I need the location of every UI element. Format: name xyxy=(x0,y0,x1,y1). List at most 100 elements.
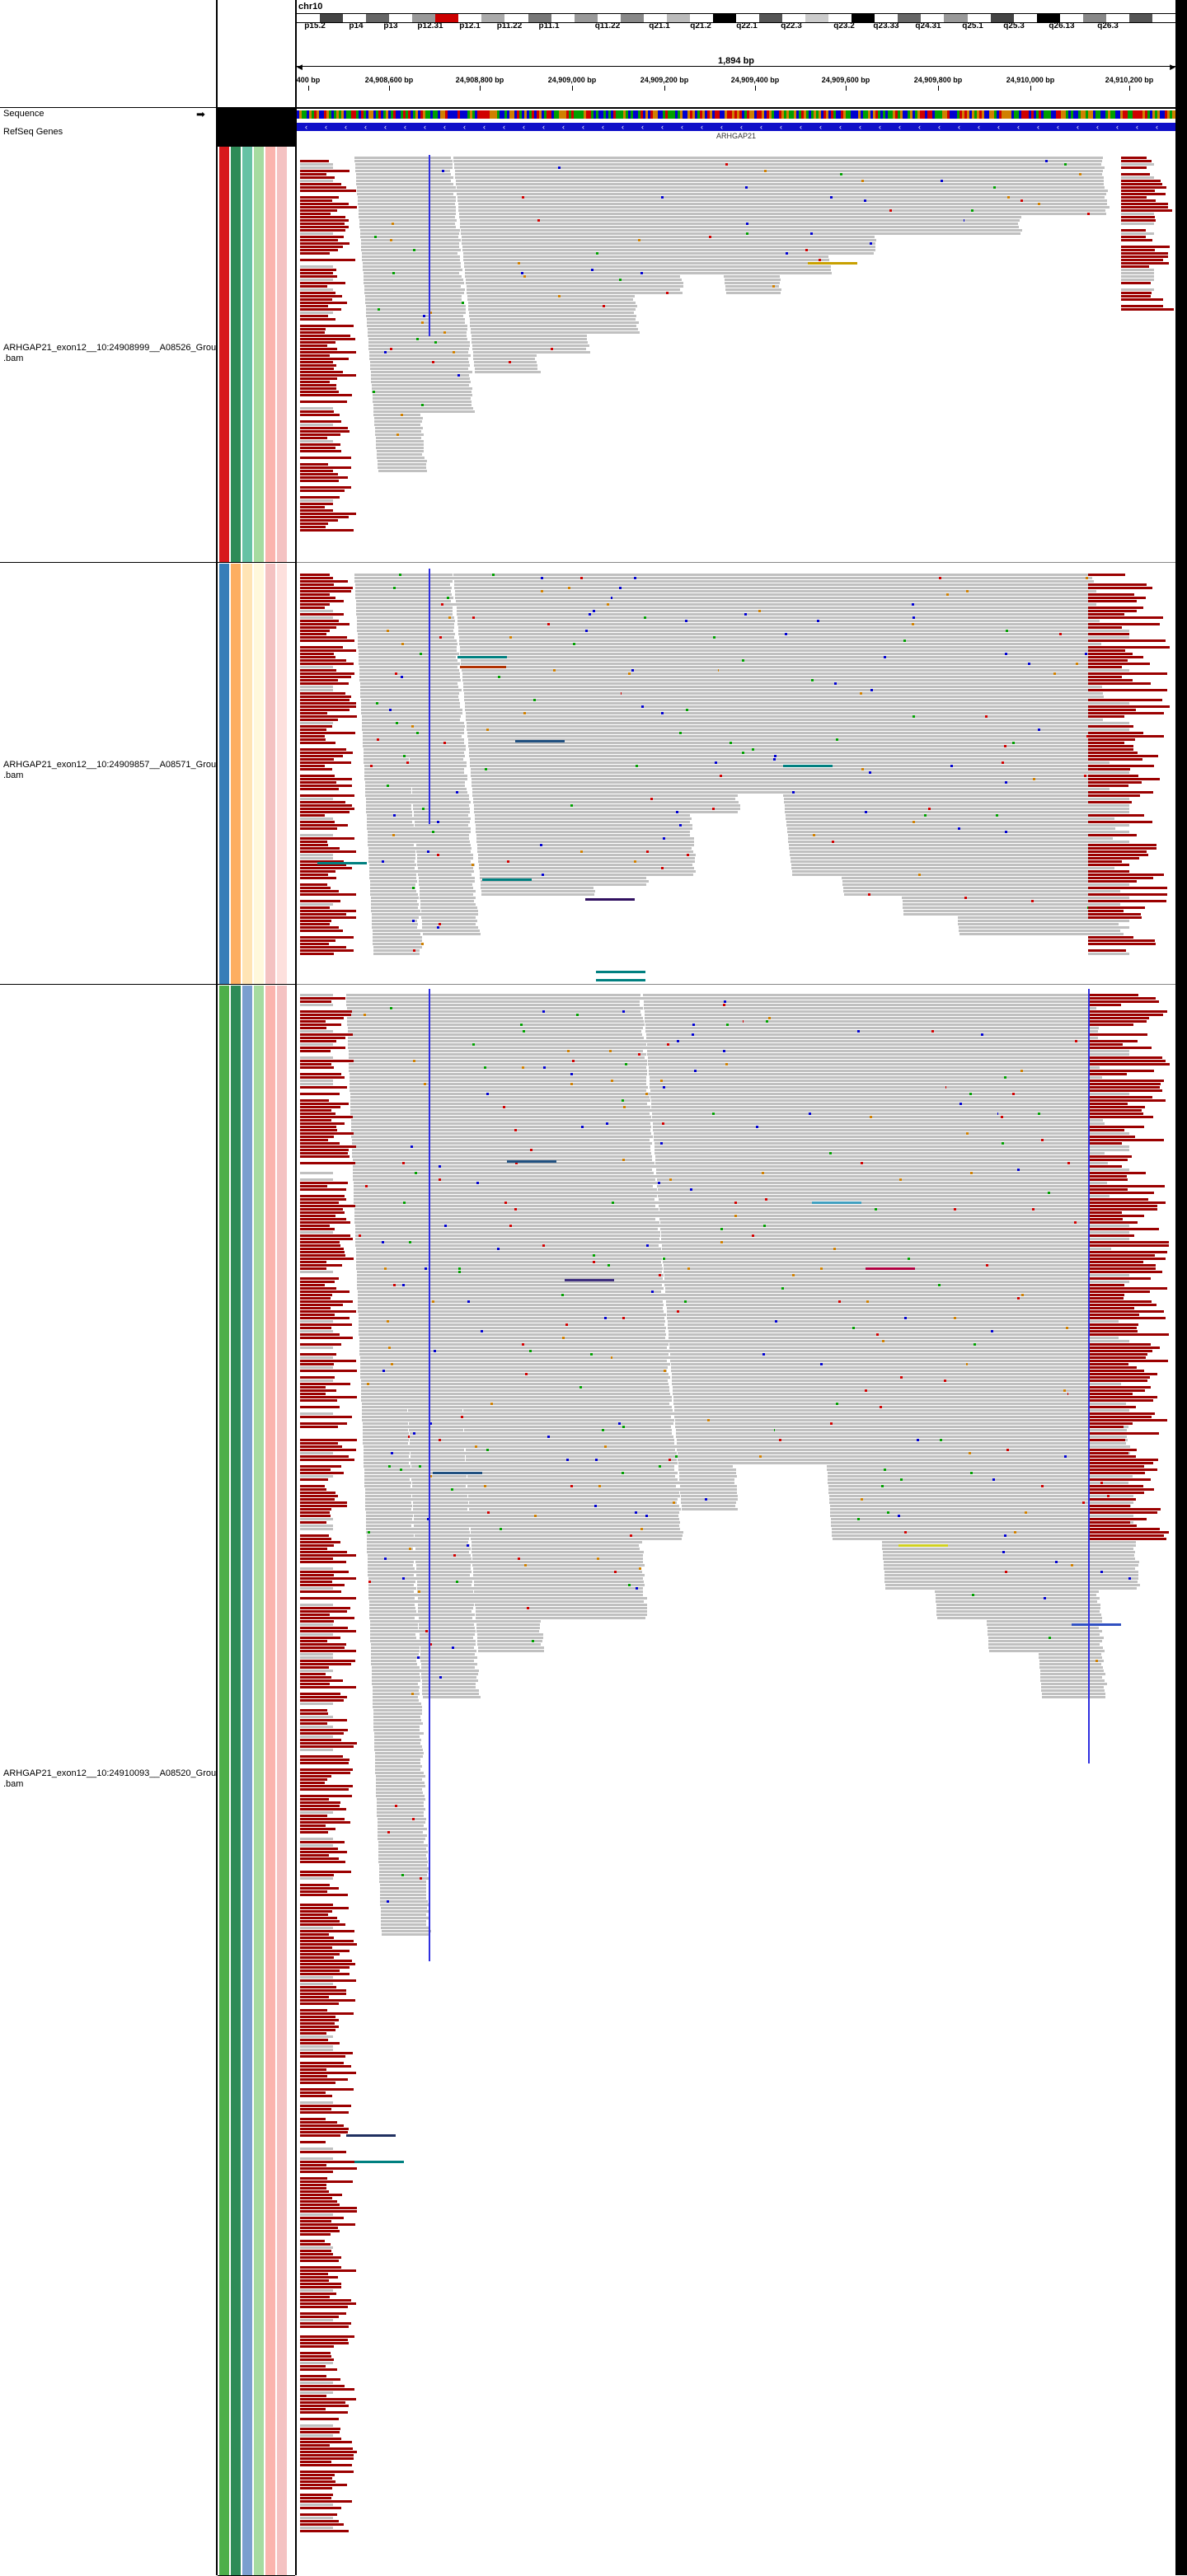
aligned-read[interactable] xyxy=(589,1033,642,1036)
aligned-read[interactable] xyxy=(474,364,537,367)
aligned-read[interactable] xyxy=(407,722,464,724)
aligned-read[interactable] xyxy=(373,400,418,403)
aligned-read[interactable] xyxy=(872,633,934,635)
aligned-read[interactable] xyxy=(401,1254,455,1257)
soft-clipped-read[interactable] xyxy=(300,758,334,761)
aligned-read[interactable] xyxy=(983,600,1049,602)
aligned-read[interactable] xyxy=(809,587,875,589)
aligned-read[interactable] xyxy=(858,163,914,166)
aligned-read[interactable] xyxy=(714,620,770,622)
aligned-read[interactable] xyxy=(365,1498,415,1501)
aligned-read[interactable] xyxy=(348,1040,395,1042)
soft-clipped-read[interactable] xyxy=(300,509,333,512)
aligned-read[interactable] xyxy=(720,1366,776,1369)
aligned-read[interactable] xyxy=(405,1347,459,1349)
aligned-read[interactable] xyxy=(361,709,409,711)
soft-clipped-read[interactable] xyxy=(1088,936,1133,939)
aligned-read[interactable] xyxy=(725,1436,779,1438)
aligned-read[interactable] xyxy=(622,692,678,695)
aligned-read[interactable] xyxy=(722,1386,779,1389)
aligned-read[interactable] xyxy=(923,577,989,579)
aligned-read[interactable] xyxy=(365,302,411,304)
aligned-read[interactable] xyxy=(422,923,476,925)
aligned-read[interactable] xyxy=(1088,926,1129,929)
aligned-read[interactable] xyxy=(616,1396,672,1398)
soft-clipped-read[interactable] xyxy=(1088,656,1143,658)
soft-clipped-read[interactable] xyxy=(300,906,330,909)
aligned-read[interactable] xyxy=(669,666,725,668)
aligned-read[interactable] xyxy=(711,1241,767,1244)
aligned-read[interactable] xyxy=(723,265,781,268)
aligned-read[interactable] xyxy=(411,1459,465,1461)
aligned-read[interactable] xyxy=(507,1323,569,1326)
aligned-read[interactable] xyxy=(720,692,778,695)
aligned-read[interactable] xyxy=(929,630,991,632)
aligned-read[interactable] xyxy=(612,597,666,599)
aligned-read[interactable] xyxy=(620,669,677,672)
aligned-read[interactable] xyxy=(815,639,878,642)
aligned-read[interactable] xyxy=(359,226,405,228)
aligned-read[interactable] xyxy=(1042,620,1100,622)
aligned-read[interactable] xyxy=(415,1554,471,1557)
aligned-read[interactable] xyxy=(373,1709,422,1712)
aligned-read[interactable] xyxy=(717,222,773,225)
aligned-read[interactable] xyxy=(823,712,888,714)
aligned-read[interactable] xyxy=(654,1132,711,1135)
aligned-read[interactable] xyxy=(598,1162,654,1164)
aligned-read[interactable] xyxy=(364,771,412,774)
aligned-read[interactable] xyxy=(997,752,1059,754)
aligned-read[interactable] xyxy=(700,1093,754,1095)
aligned-read[interactable] xyxy=(725,732,779,734)
aligned-read[interactable] xyxy=(1088,669,1129,672)
aligned-read[interactable] xyxy=(373,410,420,413)
aligned-read[interactable] xyxy=(666,643,720,645)
aligned-read[interactable] xyxy=(617,1426,671,1428)
aligned-read[interactable] xyxy=(581,1594,643,1596)
aligned-read[interactable] xyxy=(368,834,415,836)
aligned-read[interactable] xyxy=(1041,603,1096,606)
aligned-read[interactable] xyxy=(361,1379,406,1382)
aligned-read[interactable] xyxy=(404,682,457,685)
aligned-read[interactable] xyxy=(408,1412,465,1415)
soft-clipped-read[interactable] xyxy=(300,506,325,508)
aligned-read[interactable] xyxy=(827,745,889,747)
aligned-read[interactable] xyxy=(724,1416,781,1418)
soft-clipped-read[interactable] xyxy=(1121,180,1161,182)
aligned-read[interactable] xyxy=(300,180,333,182)
aligned-read[interactable] xyxy=(716,213,771,215)
aligned-read[interactable] xyxy=(859,170,914,172)
aligned-read[interactable] xyxy=(866,226,921,228)
aligned-read[interactable] xyxy=(615,1393,670,1395)
soft-clipped-read[interactable] xyxy=(300,946,346,948)
aligned-read[interactable] xyxy=(398,607,453,609)
aligned-read[interactable] xyxy=(368,1571,417,1573)
aligned-read[interactable] xyxy=(567,722,631,724)
aligned-read[interactable] xyxy=(401,653,459,655)
aligned-read[interactable] xyxy=(361,246,410,248)
aligned-read[interactable] xyxy=(575,794,638,797)
aligned-read[interactable] xyxy=(392,1083,445,1085)
aligned-read[interactable] xyxy=(631,785,685,787)
aligned-read[interactable] xyxy=(636,841,694,843)
aligned-read[interactable] xyxy=(477,1643,541,1646)
aligned-read[interactable] xyxy=(647,1053,701,1056)
aligned-read[interactable] xyxy=(523,1584,586,1586)
aligned-read[interactable] xyxy=(355,590,402,592)
aligned-read[interactable] xyxy=(600,1195,657,1197)
aligned-read[interactable] xyxy=(718,1337,774,1339)
aligned-read[interactable] xyxy=(354,160,400,162)
aligned-read[interactable] xyxy=(415,377,470,380)
aligned-read[interactable] xyxy=(889,781,951,784)
aligned-read[interactable] xyxy=(389,1033,445,1036)
soft-clipped-read[interactable] xyxy=(300,437,327,439)
aligned-read[interactable] xyxy=(942,761,1005,764)
aligned-read[interactable] xyxy=(516,1472,579,1474)
aligned-read[interactable] xyxy=(622,252,678,255)
aligned-read[interactable] xyxy=(662,1244,719,1247)
aligned-read[interactable] xyxy=(716,216,772,218)
aligned-read[interactable] xyxy=(372,913,421,916)
aligned-read[interactable] xyxy=(770,242,823,245)
aligned-read[interactable] xyxy=(702,1126,756,1128)
aligned-read[interactable] xyxy=(373,1689,419,1692)
aligned-read[interactable] xyxy=(675,728,732,731)
